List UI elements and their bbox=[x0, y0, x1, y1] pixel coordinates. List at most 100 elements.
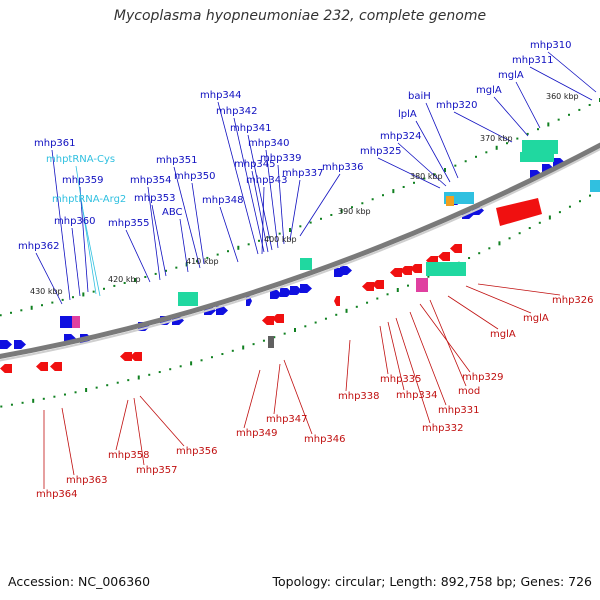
tick-mark bbox=[335, 313, 338, 316]
gene-label-forward: ABC bbox=[162, 207, 183, 218]
tick-mark bbox=[396, 288, 399, 292]
tick-mark bbox=[289, 228, 291, 232]
tick-mark bbox=[165, 269, 167, 272]
tick-mark bbox=[366, 301, 369, 304]
leader-line bbox=[179, 218, 189, 273]
leader-line bbox=[415, 120, 451, 183]
misc-feature bbox=[268, 336, 274, 348]
tick-mark bbox=[20, 309, 23, 312]
genome-backbone-shadow bbox=[0, 148, 600, 362]
tick-mark bbox=[406, 284, 409, 287]
tick-mark bbox=[175, 266, 178, 269]
leader-line bbox=[151, 204, 167, 277]
tick-mark bbox=[299, 225, 302, 228]
tick-mark bbox=[588, 194, 591, 197]
gene-label-forward: mhp340 bbox=[248, 138, 290, 149]
leader-line bbox=[477, 283, 561, 296]
tick-mark bbox=[304, 325, 307, 328]
kbp-scale-label: 390 kbp bbox=[338, 207, 371, 216]
leader-line bbox=[387, 321, 405, 391]
tick-mark bbox=[103, 287, 105, 290]
trna-label: mhptRNA-Cys bbox=[46, 154, 115, 165]
gene-label-reverse: mod bbox=[458, 386, 480, 397]
tick-mark bbox=[137, 375, 140, 380]
gene-label-reverse: mhp329 bbox=[462, 372, 504, 383]
tick-mark bbox=[200, 359, 203, 362]
tick-mark bbox=[538, 221, 541, 224]
gene-label-reverse: mhp331 bbox=[438, 405, 480, 416]
tick-mark bbox=[247, 243, 250, 246]
tick-mark bbox=[227, 250, 229, 253]
tick-mark bbox=[526, 132, 529, 135]
leader-line bbox=[425, 102, 459, 179]
tick-mark bbox=[324, 317, 327, 320]
tick-mark bbox=[231, 349, 234, 352]
gene-label-forward: mhp324 bbox=[380, 131, 422, 142]
gene-label-reverse: mhp363 bbox=[66, 475, 108, 486]
tick-mark bbox=[32, 398, 35, 403]
gene-label-reverse: mglA bbox=[490, 329, 516, 340]
reverse-gene bbox=[262, 316, 274, 325]
tick-mark bbox=[21, 401, 24, 404]
tick-mark bbox=[345, 308, 348, 313]
leader-line bbox=[139, 395, 185, 447]
tick-mark bbox=[402, 185, 405, 188]
rrna-feature bbox=[178, 292, 198, 306]
tick-mark bbox=[74, 391, 77, 394]
tick-mark bbox=[392, 189, 395, 194]
leader-line bbox=[453, 111, 513, 143]
tick-mark bbox=[382, 194, 384, 197]
leader-line bbox=[115, 399, 129, 451]
leader-line bbox=[447, 295, 499, 330]
tick-mark bbox=[528, 227, 531, 230]
tick-mark bbox=[134, 278, 136, 282]
leader-line bbox=[273, 363, 281, 415]
reverse-gene bbox=[372, 280, 384, 289]
tick-mark bbox=[548, 215, 551, 220]
kbp-scale-label: 360 kbp bbox=[546, 92, 579, 101]
tick-mark bbox=[216, 253, 219, 256]
tick-mark bbox=[475, 155, 477, 158]
kbp-scale-label: 430 kbp bbox=[30, 287, 63, 296]
gene-label-forward: mglA bbox=[476, 85, 502, 96]
gene-label-forward: mhp354 bbox=[130, 175, 172, 186]
genome-backbone bbox=[0, 142, 600, 359]
reverse-gene bbox=[362, 282, 374, 291]
tick-mark bbox=[309, 221, 312, 224]
leader-line bbox=[345, 339, 351, 392]
tick-mark bbox=[508, 237, 511, 240]
tick-mark bbox=[557, 118, 560, 121]
tick-mark bbox=[148, 373, 151, 376]
gene-label-forward: mhp348 bbox=[202, 195, 244, 206]
leader-line bbox=[233, 117, 265, 253]
leader-line bbox=[75, 165, 97, 295]
tick-mark bbox=[30, 305, 33, 310]
leader-line bbox=[261, 186, 265, 255]
forward-gene bbox=[270, 290, 282, 299]
rrna-feature bbox=[522, 140, 558, 154]
leader-line bbox=[71, 227, 81, 297]
leader-line bbox=[529, 66, 593, 101]
reverse-gene bbox=[438, 252, 450, 261]
tick-mark bbox=[278, 232, 281, 235]
leader-line bbox=[547, 51, 597, 93]
leader-line bbox=[133, 397, 145, 466]
gene-label-forward: mhp351 bbox=[156, 155, 198, 166]
leader-line bbox=[81, 205, 101, 297]
gene-label-forward: mhp355 bbox=[108, 218, 150, 229]
reverse-gene bbox=[410, 264, 422, 273]
tick-mark bbox=[41, 304, 43, 307]
tick-mark bbox=[206, 256, 209, 259]
tick-mark bbox=[386, 293, 389, 296]
leader-line bbox=[219, 206, 239, 263]
tick-mark bbox=[10, 311, 12, 314]
gene-label-forward: mhp325 bbox=[360, 146, 402, 157]
reverse-gene bbox=[450, 244, 462, 253]
gene-label-reverse: mhp334 bbox=[396, 390, 438, 401]
tick-mark bbox=[371, 198, 374, 201]
tick-mark bbox=[158, 371, 161, 374]
forward-gene bbox=[340, 266, 352, 275]
gene-label-reverse: mhp357 bbox=[136, 465, 178, 476]
leader-line bbox=[125, 229, 151, 283]
tick-mark bbox=[116, 381, 119, 384]
